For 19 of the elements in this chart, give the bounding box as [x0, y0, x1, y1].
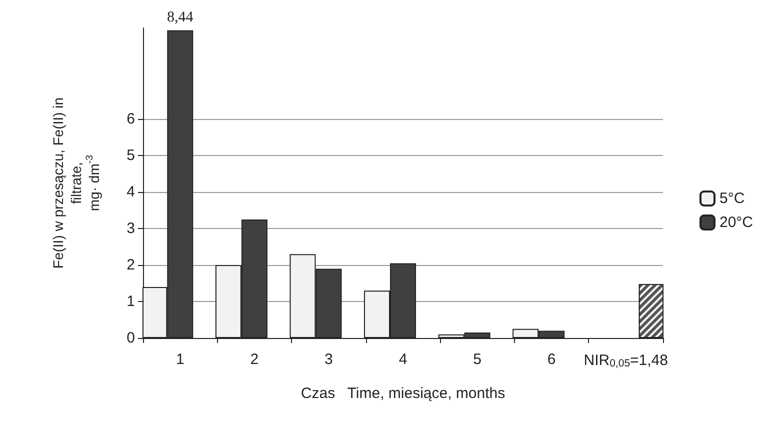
x-axis-title: Czas Time, miesiące, months: [300, 385, 506, 402]
x-tick-label: 4: [398, 351, 408, 368]
legend-label: 20°C: [719, 214, 754, 231]
y-tick-label: 3: [126, 220, 135, 238]
x-tick-label: 5: [473, 351, 482, 368]
y-tick-label: 5: [126, 147, 135, 164]
legend-label: 5°C: [719, 190, 745, 207]
x-tick-label: 6: [547, 351, 556, 368]
y-tick-label: 1: [126, 293, 135, 310]
x-tick-label: NIR0,05=1,48: [584, 352, 668, 370]
x-tick-label: 1: [176, 351, 184, 368]
y-tick-label: 6: [126, 110, 135, 128]
y-tick-label: 0: [126, 330, 135, 346]
x-tick-label: 2: [250, 351, 259, 368]
x-tick-label: 3: [324, 351, 333, 368]
y-tick-label: 4: [126, 184, 135, 201]
y-axis-title: Fe(II) w przesączu, Fe(II) in filtrate, mg· dm-3: [50, 97, 102, 269]
y-tick-label: 2: [126, 256, 135, 274]
data-label: 8,44: [167, 10, 194, 26]
